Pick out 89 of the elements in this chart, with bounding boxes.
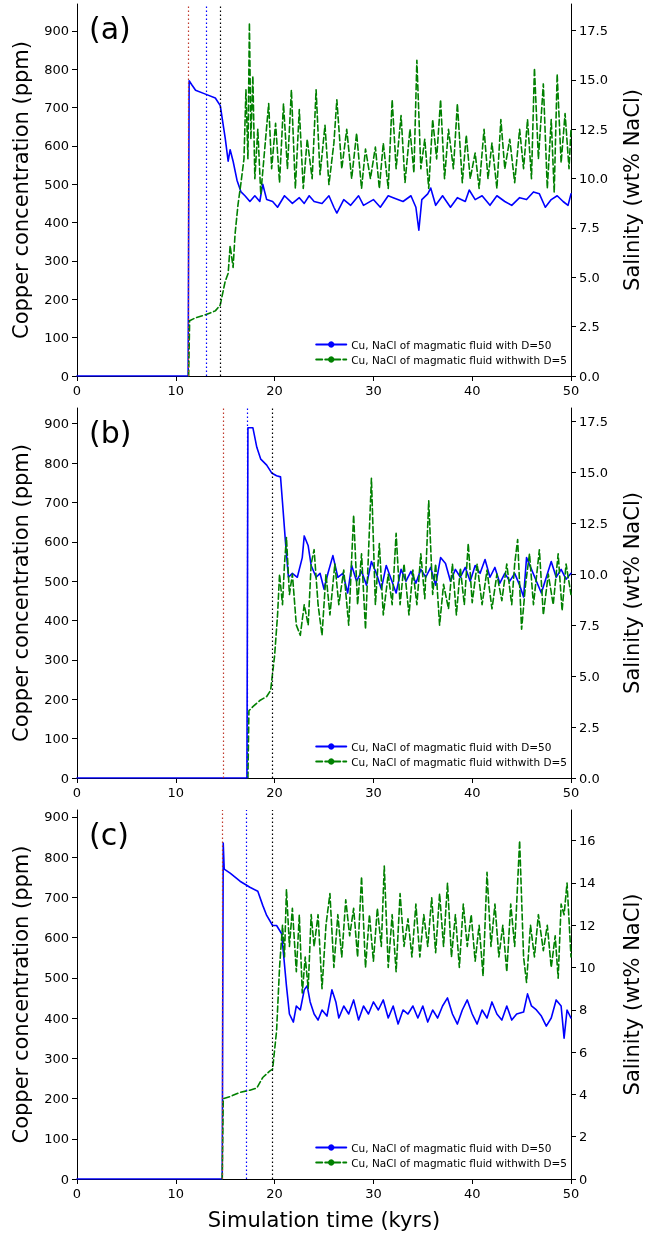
y2-axis-title: Salinity (wt% NaCl) <box>619 492 644 694</box>
y2-tick-label: 8 <box>579 1002 588 1018</box>
x-tick-label: 0 <box>72 1186 82 1201</box>
y-tick-label: 900 <box>44 416 69 432</box>
y-tick-label: 300 <box>44 652 69 668</box>
x-tick-label: 20 <box>266 785 283 800</box>
x-tick-label: 40 <box>463 1186 481 1201</box>
x-tick-label: 10 <box>167 785 185 800</box>
y2-tick-label: 0.0 <box>579 770 600 786</box>
x-tick-label: 20 <box>266 1186 283 1201</box>
y-tick-label: 500 <box>44 573 69 589</box>
y-tick-label: 100 <box>44 1131 69 1147</box>
y-axis-title: Copper concentration (ppm) <box>8 845 33 1144</box>
x-tick-label: 10 <box>167 383 185 398</box>
y2-tick-label: 2.5 <box>579 319 600 335</box>
y2-tick-label: 4 <box>579 1086 588 1102</box>
legend-label: Cu, NaCl of magmatic fluid withwith D=5 <box>351 353 568 366</box>
y2-tick-label: 7.5 <box>579 220 600 236</box>
y-tick-label: 800 <box>44 455 69 471</box>
legend-label: Cu, NaCl of magmatic fluid with D=50 <box>351 338 552 351</box>
y-tick-label: 500 <box>44 176 69 192</box>
y2-tick-label: 17.5 <box>579 23 608 39</box>
y2-tick-label: 12 <box>579 917 596 933</box>
y2-tick-label: 16 <box>579 833 596 849</box>
legend-label: Cu, NaCl of magmatic fluid with D=50 <box>351 740 552 753</box>
chart-title: (a) <box>89 10 131 46</box>
y-tick-label: 600 <box>44 138 69 154</box>
x-tick-label: 0 <box>72 785 82 800</box>
legend-label: Cu, NaCl of magmatic fluid withwith D=5 <box>351 1156 568 1169</box>
y-tick-label: 0 <box>60 770 69 786</box>
y2-tick-label: 6 <box>579 1044 588 1060</box>
legend-label: Cu, NaCl of magmatic fluid with D=50 <box>351 1141 552 1154</box>
x-tick-label: 30 <box>365 383 382 398</box>
x-axis-title: Simulation time (kyrs) <box>207 1207 441 1232</box>
y2-tick-label: 2 <box>579 1129 588 1145</box>
y-tick-label: 600 <box>44 534 69 550</box>
y-tick-label: 500 <box>44 970 69 986</box>
y-tick-label: 100 <box>44 330 69 346</box>
y-tick-label: 800 <box>44 61 69 77</box>
y-tick-label: 100 <box>44 731 69 747</box>
y-tick-label: 200 <box>44 291 69 307</box>
y2-tick-label: 10.0 <box>579 171 608 187</box>
y2-tick-label: 7.5 <box>579 617 600 633</box>
y-tick-label: 300 <box>44 253 69 269</box>
y-tick-label: 600 <box>44 930 69 946</box>
y-tick-label: 0 <box>60 368 69 384</box>
y-tick-label: 300 <box>44 1050 69 1066</box>
x-tick-label: 30 <box>365 1186 382 1201</box>
chart-title: (b) <box>89 414 132 450</box>
x-tick-label: 10 <box>167 1186 185 1201</box>
y-tick-label: 700 <box>44 494 69 510</box>
y-tick-label: 200 <box>44 1091 69 1107</box>
y2-tick-label: 15.0 <box>579 72 608 88</box>
x-tick-label: 50 <box>562 383 580 398</box>
y-tick-label: 400 <box>44 1010 69 1026</box>
y-tick-label: 900 <box>44 809 69 825</box>
y2-tick-label: 2.5 <box>579 719 600 735</box>
y2-tick-label: 14 <box>579 875 596 891</box>
y-tick-label: 700 <box>44 889 69 905</box>
y-tick-label: 400 <box>44 215 69 231</box>
x-tick-label: 50 <box>562 785 580 800</box>
y2-tick-label: 5.0 <box>579 269 600 285</box>
y-tick-label: 900 <box>44 23 69 39</box>
y2-tick-label: 12.5 <box>579 121 608 137</box>
y-tick-label: 400 <box>44 613 69 629</box>
y2-tick-label: 0 <box>579 1171 588 1187</box>
y2-tick-label: 12.5 <box>579 515 608 531</box>
legend-label: Cu, NaCl of magmatic fluid withwith D=5 <box>351 755 568 768</box>
x-tick-label: 40 <box>463 383 481 398</box>
y2-axis-title: Salinity (wt% NaCl) <box>619 893 644 1096</box>
x-tick-label: 40 <box>463 785 481 800</box>
y-axis-title: Copper concentration (ppm) <box>8 40 33 340</box>
x-tick-label: 30 <box>365 785 382 800</box>
x-tick-label: 20 <box>266 383 283 398</box>
y2-tick-label: 10 <box>579 960 596 976</box>
y2-tick-label: 15.0 <box>579 464 608 480</box>
y-tick-label: 0 <box>60 1171 69 1187</box>
y2-tick-label: 0.0 <box>579 368 600 384</box>
y-tick-label: 800 <box>44 849 69 865</box>
y2-axis-title: Salinity (wt% NaCl) <box>619 89 644 291</box>
y-tick-label: 200 <box>44 691 69 707</box>
x-tick-label: 50 <box>562 1186 580 1201</box>
y-axis-title: Copper concentration (ppm) <box>8 443 33 743</box>
x-tick-label: 0 <box>72 383 82 398</box>
chart-title: (c) <box>89 816 129 852</box>
y2-tick-label: 10.0 <box>579 566 608 582</box>
y2-tick-label: 17.5 <box>579 413 608 429</box>
y2-tick-label: 5.0 <box>579 668 600 684</box>
y-tick-label: 700 <box>44 100 69 116</box>
